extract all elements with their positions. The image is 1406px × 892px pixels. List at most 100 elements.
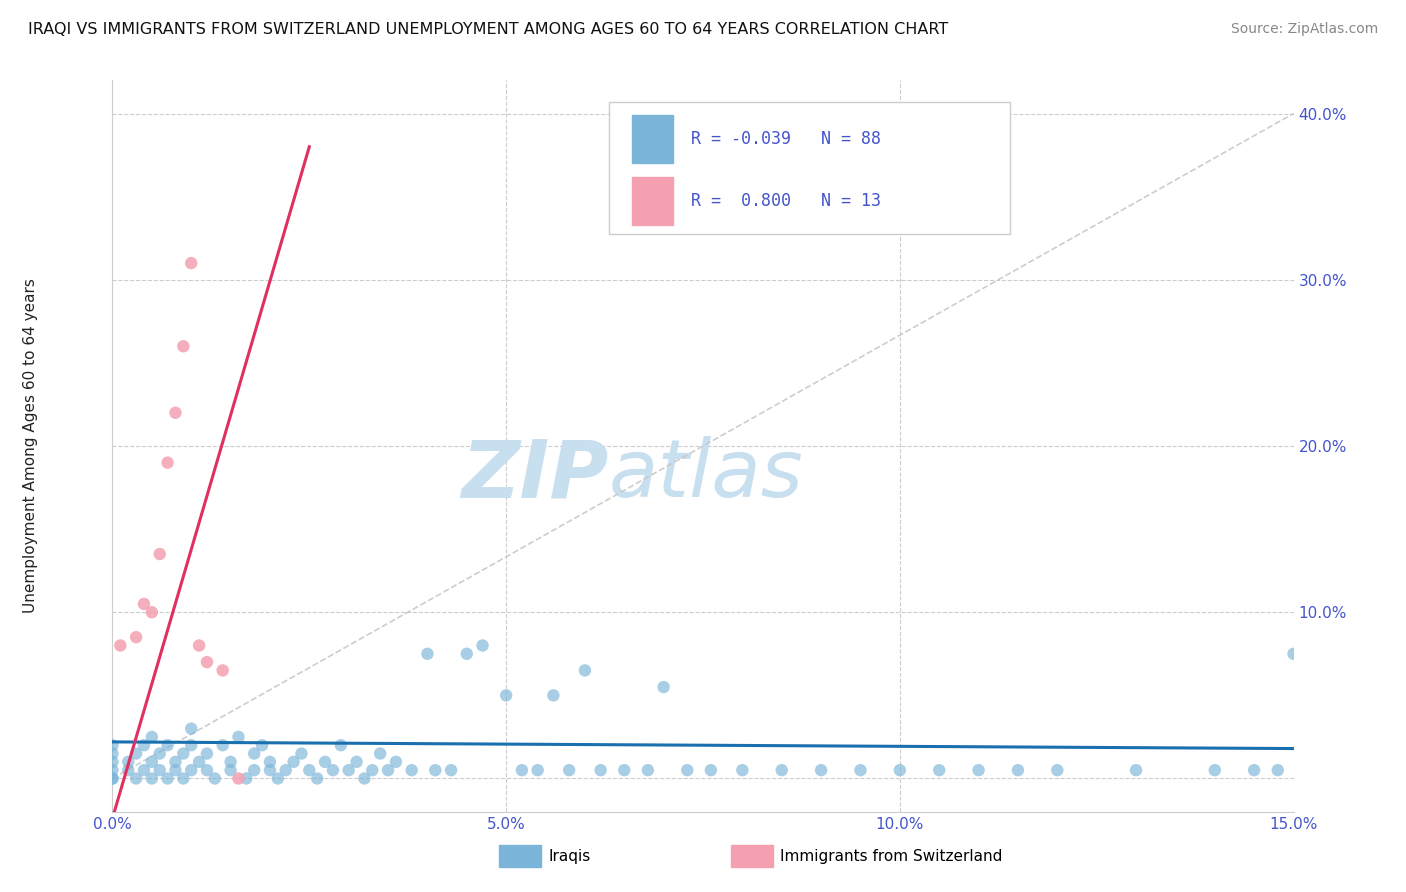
Point — [250, 738, 273, 752]
Point — [353, 772, 375, 786]
Point — [228, 730, 250, 744]
Text: Immigrants from Switzerland: Immigrants from Switzerland — [780, 849, 1002, 863]
Point — [283, 755, 305, 769]
Point — [967, 763, 990, 777]
Bar — [633, 178, 673, 225]
Point — [172, 747, 194, 761]
Point — [361, 763, 384, 777]
Point — [165, 406, 187, 420]
Point — [165, 755, 187, 769]
Point — [471, 639, 494, 653]
Point — [165, 763, 187, 777]
Point — [101, 755, 124, 769]
Point — [101, 738, 124, 752]
Point — [314, 755, 336, 769]
Point — [1007, 763, 1029, 777]
Text: R =  0.800   N = 13: R = 0.800 N = 13 — [692, 192, 882, 210]
Point — [440, 763, 463, 777]
Point — [219, 763, 242, 777]
Point — [1204, 763, 1226, 777]
Point — [110, 639, 132, 653]
Point — [219, 755, 242, 769]
Point — [574, 664, 596, 678]
FancyBboxPatch shape — [609, 103, 1010, 234]
Point — [889, 763, 911, 777]
Point — [346, 755, 368, 769]
Point — [141, 605, 163, 619]
Point — [188, 755, 211, 769]
Point — [589, 763, 612, 777]
Point — [543, 689, 565, 703]
Point — [456, 647, 478, 661]
Point — [228, 772, 250, 786]
Point — [211, 738, 233, 752]
Point — [132, 738, 155, 752]
Point — [307, 772, 329, 786]
Point — [1243, 763, 1265, 777]
Point — [368, 747, 391, 761]
Bar — [633, 115, 673, 162]
Point — [101, 747, 124, 761]
Point — [243, 763, 266, 777]
Point — [141, 772, 163, 786]
Point — [235, 772, 257, 786]
Point — [377, 763, 399, 777]
Point — [211, 664, 233, 678]
Point — [172, 772, 194, 786]
Point — [637, 763, 659, 777]
Point — [1046, 763, 1069, 777]
Point — [180, 738, 202, 752]
Point — [770, 763, 793, 777]
Point — [195, 747, 218, 761]
Point — [156, 772, 179, 786]
Point — [510, 763, 533, 777]
Point — [259, 763, 281, 777]
Point — [928, 763, 950, 777]
Point — [337, 763, 360, 777]
Point — [401, 763, 423, 777]
Point — [180, 722, 202, 736]
Point — [243, 747, 266, 761]
Point — [188, 639, 211, 653]
Point — [125, 630, 148, 644]
Point — [149, 763, 172, 777]
Point — [676, 763, 699, 777]
Text: Unemployment Among Ages 60 to 64 years: Unemployment Among Ages 60 to 64 years — [24, 278, 38, 614]
Point — [156, 456, 179, 470]
Point — [259, 755, 281, 769]
Text: ZIP: ZIP — [461, 436, 609, 515]
Point — [149, 547, 172, 561]
Point — [298, 763, 321, 777]
Point — [149, 747, 172, 761]
Point — [526, 763, 548, 777]
Point — [1125, 763, 1147, 777]
Point — [1282, 647, 1305, 661]
Point — [652, 680, 675, 694]
Point — [132, 763, 155, 777]
Point — [558, 763, 581, 777]
Point — [416, 647, 439, 661]
Point — [141, 755, 163, 769]
Point — [101, 772, 124, 786]
Point — [156, 738, 179, 752]
Point — [495, 689, 517, 703]
Point — [180, 763, 202, 777]
Point — [125, 747, 148, 761]
Text: atlas: atlas — [609, 436, 803, 515]
Point — [141, 730, 163, 744]
Point — [267, 772, 290, 786]
Text: R = -0.039   N = 88: R = -0.039 N = 88 — [692, 130, 882, 148]
Point — [1267, 763, 1289, 777]
Point — [101, 772, 124, 786]
Point — [613, 763, 636, 777]
Text: IRAQI VS IMMIGRANTS FROM SWITZERLAND UNEMPLOYMENT AMONG AGES 60 TO 64 YEARS CORR: IRAQI VS IMMIGRANTS FROM SWITZERLAND UNE… — [28, 22, 949, 37]
Point — [180, 256, 202, 270]
Point — [329, 738, 352, 752]
Point — [385, 755, 408, 769]
Point — [172, 339, 194, 353]
Point — [322, 763, 344, 777]
Point — [117, 755, 139, 769]
Point — [101, 763, 124, 777]
Text: Source: ZipAtlas.com: Source: ZipAtlas.com — [1230, 22, 1378, 37]
Point — [195, 763, 218, 777]
